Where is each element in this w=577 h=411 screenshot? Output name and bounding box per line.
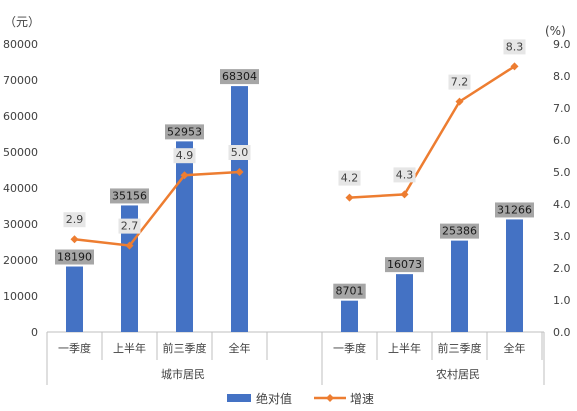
bar (121, 205, 138, 332)
left-axis-ticks: 0 10000 20000 30000 40000 50000 60000 70000 8000… (3, 38, 38, 339)
left-tick-label: 0 (31, 326, 38, 339)
left-tick-label: 70000 (3, 74, 38, 87)
legend-line-marker (326, 394, 334, 402)
growth-marker (125, 241, 134, 250)
growth-value-box (448, 74, 471, 90)
bar-value-box (165, 124, 204, 140)
legend: 绝对值 增速 (227, 391, 374, 406)
growth-value-box (503, 39, 526, 55)
bar (506, 219, 523, 332)
bar (66, 266, 83, 332)
left-tick-label: 30000 (3, 218, 38, 231)
growth-marker (400, 190, 409, 199)
bar-value-label: 25386 (442, 225, 477, 238)
right-tick-label: 6.0 (553, 134, 571, 147)
growth-line (74, 170, 240, 247)
legend-bar-label: 绝对值 (256, 391, 292, 406)
bar-value-label: 35156 (112, 189, 147, 202)
category-label: 前三季度 (438, 341, 482, 355)
left-axis-unit: （元） (4, 15, 40, 29)
bar-value-label: 18190 (57, 251, 92, 264)
bar (341, 300, 358, 332)
growth-value-label: 2.9 (66, 213, 84, 226)
growth-value-box (393, 167, 416, 183)
group-label: 农村居民 (436, 367, 480, 381)
bar-value-box (440, 223, 479, 239)
bar-value-box (220, 69, 259, 85)
bars (66, 86, 523, 333)
right-axis-ticks: 0.0 1.0 2.0 3.0 4.0 5.0 6.0 7.0 8.0 9.0 (553, 38, 571, 339)
right-axis-unit: (%) (545, 24, 566, 38)
right-tick-label: 9.0 (553, 38, 571, 51)
growth-line (349, 65, 516, 199)
growth-value-box (173, 148, 196, 164)
bar-value-box (110, 188, 149, 204)
bar-value-label: 8701 (336, 285, 364, 298)
growth-marker (345, 193, 354, 202)
left-tick-label: 60000 (3, 110, 38, 123)
legend-line-label: 增速 (350, 392, 374, 406)
bar-value-label: 68304 (222, 70, 257, 83)
growth-marker (510, 62, 519, 71)
bar-value-label: 16073 (387, 258, 422, 271)
right-tick-label: 0.0 (553, 326, 571, 339)
bar-value-box (55, 249, 94, 265)
bar-value-box (333, 283, 366, 299)
bar-value-label: 31266 (497, 203, 532, 216)
left-tick-label: 50000 (3, 146, 38, 159)
growth-marker (70, 235, 79, 244)
category-label: 全年 (229, 341, 251, 355)
bar-value-label: 52953 (167, 125, 202, 138)
bar (231, 86, 248, 333)
growth-value-label: 7.2 (451, 76, 469, 89)
growth-value-box (228, 145, 251, 160)
category-label: 一季度 (333, 341, 366, 355)
bar (176, 141, 193, 332)
category-label: 一季度 (58, 341, 91, 355)
right-tick-label: 3.0 (553, 230, 571, 243)
category-label: 上半年 (113, 341, 146, 355)
group-label: 城市居民 (161, 367, 205, 381)
growth-value-box (118, 218, 141, 234)
left-tick-label: 10000 (3, 290, 38, 303)
legend-bar-swatch (227, 394, 251, 402)
data-labels: 18190 35156 52953 68304 2.9 2.7 4.9 5.0 8701 1607… (55, 39, 534, 299)
right-tick-label: 5.0 (553, 166, 571, 179)
right-tick-label: 4.0 (553, 198, 571, 211)
growth-value-box (63, 212, 86, 228)
left-tick-label: 20000 (3, 254, 38, 267)
growth-value-label: 5.0 (231, 146, 249, 159)
left-tick-label: 80000 (3, 38, 38, 51)
category-label: 前三季度 (163, 341, 207, 355)
right-tick-label: 7.0 (553, 102, 571, 115)
right-tick-label: 1.0 (553, 294, 571, 307)
growth-value-label: 8.3 (506, 40, 524, 53)
left-tick-label: 40000 (3, 182, 38, 195)
growth-marker (455, 97, 464, 106)
category-label: 上半年 (388, 341, 421, 355)
growth-value-label: 2.7 (121, 220, 139, 233)
growth-value-label: 4.2 (341, 172, 359, 185)
growth-marker (235, 168, 244, 176)
growth-lines (70, 62, 519, 250)
growth-marker (180, 171, 189, 180)
bar (396, 274, 413, 332)
growth-value-label: 4.3 (396, 168, 414, 181)
growth-value-box (338, 170, 361, 186)
category-label: 全年 (504, 341, 526, 355)
right-tick-label: 8.0 (553, 70, 571, 83)
bar-value-box (385, 257, 424, 273)
bar-value-box (495, 202, 534, 218)
growth-value-label: 4.9 (176, 149, 194, 162)
right-tick-label: 2.0 (553, 262, 571, 275)
bar (451, 240, 468, 332)
